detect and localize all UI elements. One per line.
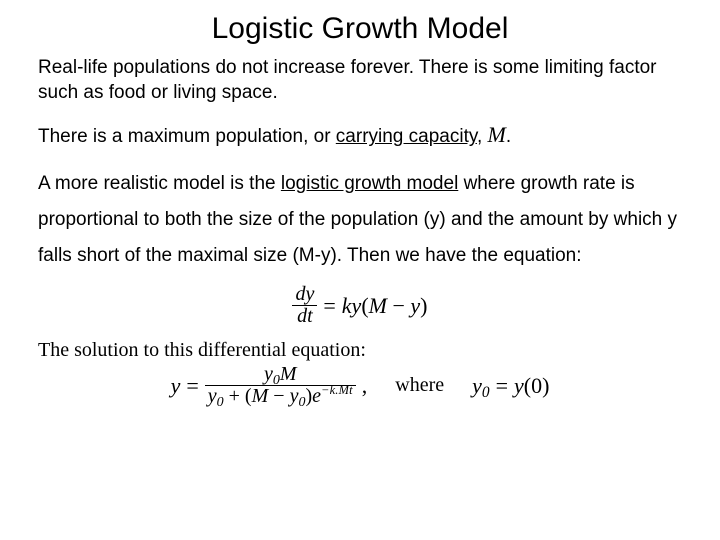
equation-2-row: y = y0M y0 + (M − y0)e−k.Mt , where y0 =… (38, 364, 682, 407)
equation-1: dy dt = ky(M − y) (38, 284, 682, 327)
eq1-fraction: dy dt (292, 284, 317, 327)
p2-symbol-M: M (488, 122, 506, 147)
paragraph-2: There is a maximum population, or carryi… (38, 121, 682, 150)
eq1-den: dt (294, 306, 316, 327)
equation-2-condition: y0 = y(0) (472, 373, 549, 399)
eq2-num: y0M (261, 364, 300, 385)
eq1-equals: = (323, 293, 335, 319)
p3-text-a: A more realistic model is the (38, 173, 281, 194)
p2-text-a: There is a maximum population, or (38, 126, 336, 147)
eq2-fraction: y0M y0 + (M − y0)e−k.Mt (205, 364, 356, 407)
where-label: where (395, 374, 444, 397)
p2-underline: carrying capacity (336, 126, 477, 147)
eq2-den: y0 + (M − y0)e−k.Mt (205, 386, 356, 407)
paragraph-1: Real-life populations do not increase fo… (38, 56, 682, 105)
page-title: Logistic Growth Model (38, 12, 682, 46)
eq2-lhs: y (171, 373, 181, 399)
equation-2: y = y0M y0 + (M − y0)e−k.Mt , (171, 364, 368, 407)
p2-text-c: . (506, 126, 511, 147)
p3-underline: logistic growth model (281, 173, 458, 194)
eq1-rhs: ky(M − y) (342, 293, 428, 319)
eq2-equals: = (186, 373, 198, 399)
p2-text-b: , (477, 126, 488, 147)
paragraph-4: The solution to this differential equati… (38, 339, 682, 362)
eq2-exponent: −k.Mt (321, 383, 353, 397)
eq2-comma: , (362, 373, 368, 399)
paragraph-3: A more realistic model is the logistic g… (38, 166, 682, 274)
eq1-num: dy (292, 284, 317, 305)
